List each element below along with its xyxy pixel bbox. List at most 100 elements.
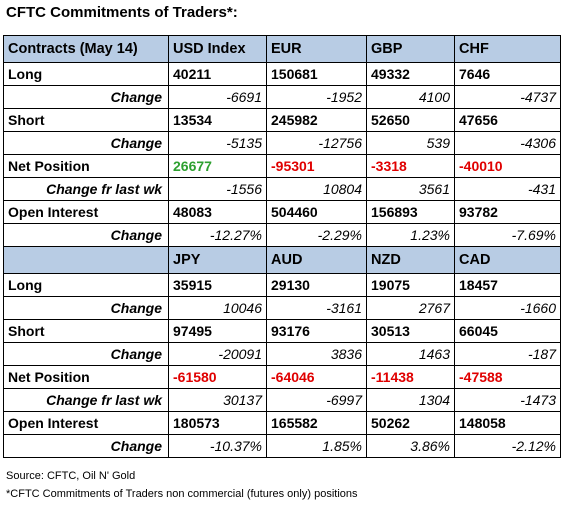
cell-open-interest: 48083: [168, 200, 267, 224]
cell-long: 18457: [454, 273, 561, 297]
cell-long-change: -4737: [454, 85, 561, 109]
cell-net-change: -1556: [168, 177, 267, 201]
cell-oi-change: -2.29%: [266, 223, 367, 247]
cell-long: 150681: [266, 62, 367, 86]
cell-short-change: 1463: [366, 342, 455, 366]
cell-open-interest: 504460: [266, 200, 367, 224]
cell-short-change: -20091: [168, 342, 267, 366]
cell-open-interest: 50262: [366, 411, 455, 435]
row-label-open-interest: Open Interest: [3, 200, 169, 224]
cell-short-change: -5135: [168, 131, 267, 155]
cell-net-position: -40010: [454, 154, 561, 178]
table-row: Change -12.27% -2.29% 1.23% -7.69%: [3, 223, 561, 247]
currency-header: JPY: [168, 246, 267, 274]
cell-long-change: 2767: [366, 296, 455, 320]
cell-net-position: -61580: [168, 365, 267, 389]
row-label-long: Long: [3, 62, 169, 86]
cell-oi-change: 1.23%: [366, 223, 455, 247]
currency-header: CHF: [454, 35, 561, 63]
table-row: Change -6691 -1952 4100 -4737: [3, 85, 561, 109]
header-row: JPY AUD NZD CAD: [3, 246, 561, 274]
table-row: Open Interest 48083 504460 156893 93782: [3, 200, 561, 224]
cell-long: 35915: [168, 273, 267, 297]
cell-long: 29130: [266, 273, 367, 297]
cell-net-position: 26677: [168, 154, 267, 178]
row-label-net-change: Change fr last wk: [3, 177, 169, 201]
cell-long-change: 10046: [168, 296, 267, 320]
cell-net-change: 3561: [366, 177, 455, 201]
cell-open-interest: 156893: [366, 200, 455, 224]
row-label-short-change: Change: [3, 342, 169, 366]
cell-short-change: -187: [454, 342, 561, 366]
row-label-long-change: Change: [3, 85, 169, 109]
row-label-oi-change: Change: [3, 223, 169, 247]
row-label-short: Short: [3, 319, 169, 343]
cell-long-change: -1952: [266, 85, 367, 109]
table-row: Change 10046 -3161 2767 -1660: [3, 296, 561, 320]
cell-short: 47656: [454, 108, 561, 132]
cell-net-change: -1473: [454, 388, 561, 412]
table-row: Change fr last wk -1556 10804 3561 -431: [3, 177, 561, 201]
table-row: Long 35915 29130 19075 18457: [3, 273, 561, 297]
table-row: Change fr last wk 30137 -6997 1304 -1473: [3, 388, 561, 412]
cell-short: 66045: [454, 319, 561, 343]
cell-oi-change: -2.12%: [454, 434, 561, 458]
currency-header: AUD: [266, 246, 367, 274]
row-label-oi-change: Change: [3, 434, 169, 458]
row-label-net-change: Change fr last wk: [3, 388, 169, 412]
row-label-short-change: Change: [3, 131, 169, 155]
row-label-open-interest: Open Interest: [3, 411, 169, 435]
cell-oi-change: 1.85%: [266, 434, 367, 458]
cell-long: 49332: [366, 62, 455, 86]
currency-header: USD Index: [168, 35, 267, 63]
row-label-long-change: Change: [3, 296, 169, 320]
cell-net-change: -431: [454, 177, 561, 201]
cell-short: 13534: [168, 108, 267, 132]
cell-net-position: -3318: [366, 154, 455, 178]
table-row: Net Position -61580 -64046 -11438 -47588: [3, 365, 561, 389]
cell-open-interest: 180573: [168, 411, 267, 435]
cell-net-change: 1304: [366, 388, 455, 412]
row-label-net-position: Net Position: [3, 365, 169, 389]
cell-short-change: -12756: [266, 131, 367, 155]
cell-short: 93176: [266, 319, 367, 343]
cell-short: 245982: [266, 108, 367, 132]
footnote: *CFTC Commitments of Traders non commerc…: [6, 488, 358, 500]
cell-short: 30513: [366, 319, 455, 343]
cell-net-change: -6997: [266, 388, 367, 412]
cell-short: 52650: [366, 108, 455, 132]
table-row: Short 13534 245982 52650 47656: [3, 108, 561, 132]
cell-open-interest: 93782: [454, 200, 561, 224]
table-row: Short 97495 93176 30513 66045: [3, 319, 561, 343]
cell-net-position: -11438: [366, 365, 455, 389]
currency-header: GBP: [366, 35, 455, 63]
cell-oi-change: -12.27%: [168, 223, 267, 247]
cell-net-position: -95301: [266, 154, 367, 178]
table-row: Net Position 26677 -95301 -3318 -40010: [3, 154, 561, 178]
cot-table: Contracts (May 14) USD Index EUR GBP CHF Long…: [3, 35, 561, 458]
cell-net-change: 30137: [168, 388, 267, 412]
header-label: [3, 246, 169, 274]
header-row: Contracts (May 14) USD Index EUR GBP CHF: [3, 35, 561, 63]
cell-long-change: -3161: [266, 296, 367, 320]
table-row: Open Interest 180573 165582 50262 148058: [3, 411, 561, 435]
cell-oi-change: 3.86%: [366, 434, 455, 458]
cell-long: 19075: [366, 273, 455, 297]
cell-short-change: -4306: [454, 131, 561, 155]
table-row: Change -5135 -12756 539 -4306: [3, 131, 561, 155]
cell-oi-change: -7.69%: [454, 223, 561, 247]
row-label-long: Long: [3, 273, 169, 297]
currency-header: NZD: [366, 246, 455, 274]
cell-net-position: -47588: [454, 365, 561, 389]
header-label: Contracts (May 14): [3, 35, 169, 63]
table-title: CFTC Commitments of Traders*:: [6, 4, 238, 21]
cell-net-position: -64046: [266, 365, 367, 389]
table-row: Change -20091 3836 1463 -187: [3, 342, 561, 366]
cell-long: 7646: [454, 62, 561, 86]
cell-net-change: 10804: [266, 177, 367, 201]
currency-header: CAD: [454, 246, 561, 274]
table-row: Change -10.37% 1.85% 3.86% -2.12%: [3, 434, 561, 458]
cell-long: 40211: [168, 62, 267, 86]
source-note: Source: CFTC, Oil N' Gold: [6, 470, 136, 482]
cell-open-interest: 148058: [454, 411, 561, 435]
